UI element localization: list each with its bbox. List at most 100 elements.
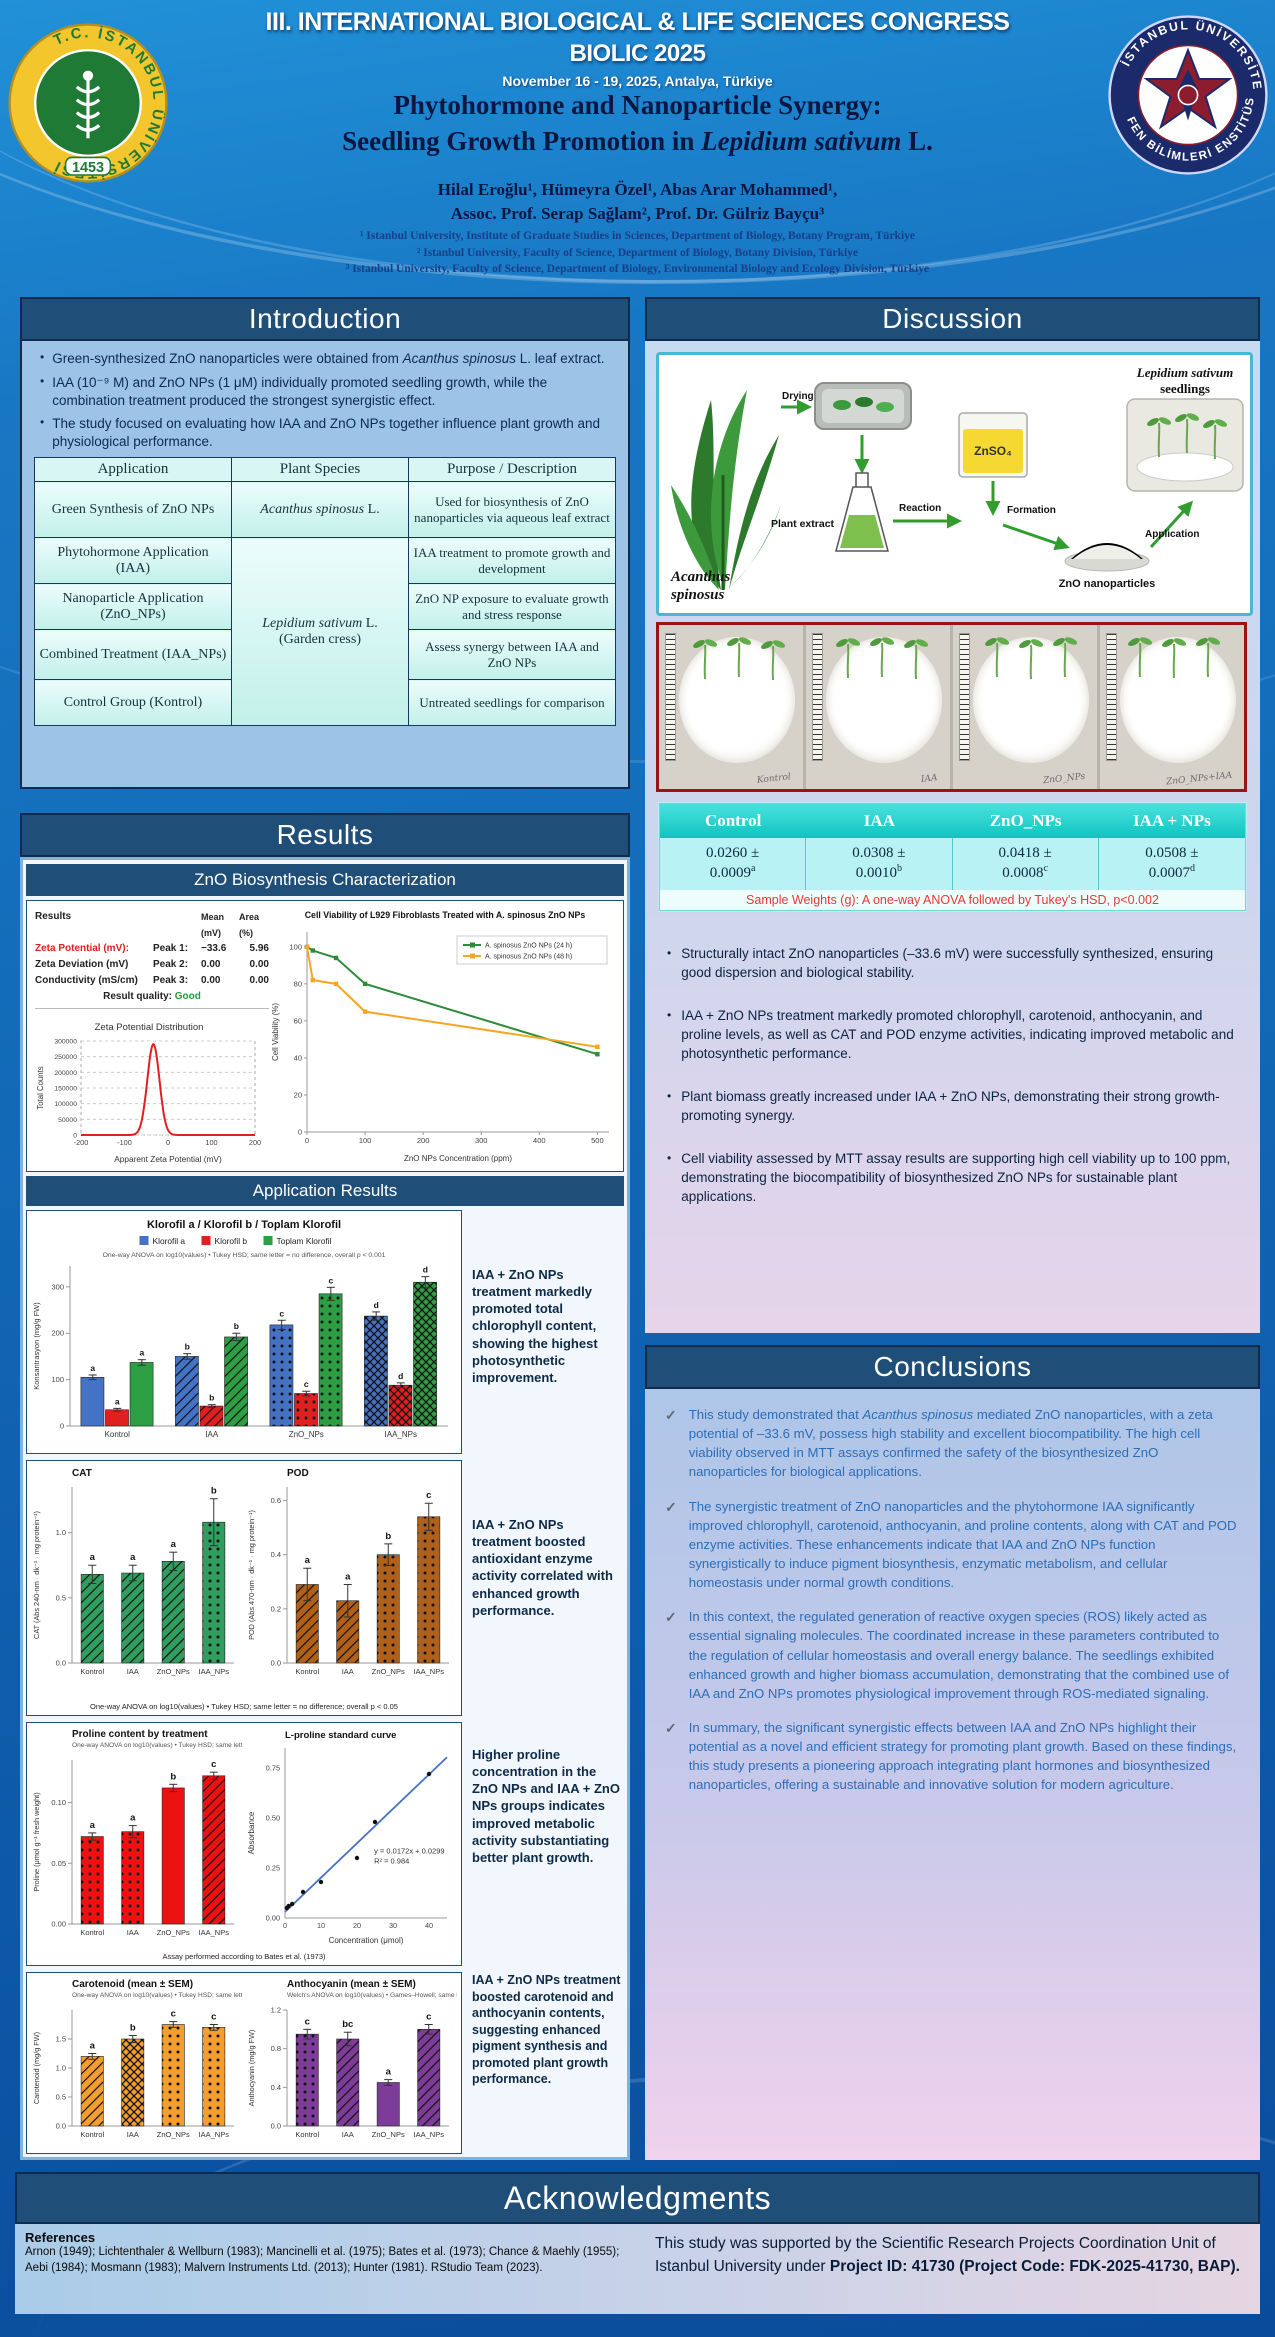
intro-bullet-3: • The study focused on evaluating how IAA…	[34, 415, 616, 451]
table-header-species: Plant Species	[231, 457, 409, 483]
svg-text:b: b	[170, 1771, 176, 1782]
svg-text:200: 200	[249, 1138, 261, 1147]
svg-text:300: 300	[51, 1282, 64, 1291]
svg-text:One-way ANOVA on log10(values): One-way ANOVA on log10(values) • Tukey H…	[103, 1252, 386, 1259]
svg-text:Anthocyanin (mean ± SEM): Anthocyanin (mean ± SEM)	[287, 1979, 416, 1990]
zno-label: ZnO nanoparticles	[1059, 578, 1156, 590]
affiliation-3: ³ Istanbul University, Faculty of Scienc…	[345, 263, 930, 275]
pod-chart: 0.0 0.2 0.4 0.6 a Kontrol a IAA b ZnO_NPs c IAA_NPs…	[245, 1465, 457, 1692]
svg-text:100: 100	[205, 1138, 217, 1147]
discussion-body: Acanthus spinosus Drying	[645, 341, 1260, 1333]
photo-label: ZnO_NPs	[1042, 771, 1086, 787]
weights-value-row: 0.0260 ±0.0009a 0.0308 ±0.0010b 0.0418 ±…	[660, 838, 1245, 890]
svg-text:40: 40	[425, 1921, 433, 1930]
svg-text:Anthocyanin (mg/g FW): Anthocyanin (mg/g FW)	[247, 2030, 256, 2107]
formation-label: Formation	[1007, 505, 1056, 516]
svg-text:Toplam Klorofil: Toplam Klorofil	[277, 1236, 332, 1246]
svg-text:0.25: 0.25	[266, 1864, 280, 1873]
svg-text:c: c	[426, 2012, 431, 2023]
svg-text:IAA_NPs: IAA_NPs	[199, 2130, 230, 2139]
photo-control: Kontrol	[659, 625, 803, 789]
svg-text:IAA_NPs: IAA_NPs	[199, 1667, 230, 1676]
table-row: Combined Treatment (IAA_NPs) Assess syne…	[34, 629, 616, 681]
svg-text:400: 400	[533, 1136, 546, 1145]
bullet-icon: •	[667, 946, 672, 960]
conclusion-item-1: ✓ This study demonstrated that Acanthus s…	[665, 1405, 1240, 1482]
intro-bullet-2: • IAA (10⁻⁹ M) and ZnO NPs (1 μM) individ…	[34, 374, 616, 410]
svg-text:0.5: 0.5	[56, 2093, 66, 2102]
svg-text:b: b	[211, 1486, 217, 1497]
introduction-title: Introduction	[248, 303, 402, 334]
svg-text:IAA: IAA	[127, 1667, 139, 1676]
svg-text:Cell Viability (%): Cell Viability (%)	[271, 1003, 280, 1061]
petri-dish	[826, 637, 942, 763]
svg-text:0: 0	[166, 1138, 170, 1147]
svg-text:Zeta Potential Distribution: Zeta Potential Distribution	[95, 1022, 204, 1033]
svg-text:300: 300	[475, 1136, 488, 1145]
table-header-application: Application	[34, 457, 232, 483]
enzyme-caption: One-way ANOVA on log10(values) • Tukey H…	[90, 1702, 398, 1711]
intro-bullet-1: • Green-synthesized ZnO nanoparticles wer…	[34, 350, 616, 368]
ruler-icon	[959, 633, 970, 761]
svg-text:Apparent Zeta Potential (mV): Apparent Zeta Potential (mV)	[114, 1154, 222, 1164]
conclusions-body: ✓ This study demonstrated that Acanthus s…	[645, 1389, 1260, 2160]
svg-text:y = 0.0172x + 0.0299: y = 0.0172x + 0.0299	[374, 1846, 444, 1855]
photo-znonps: ZnO_NPs	[953, 625, 1097, 789]
discussion-bullets: • Structurally intact ZnO nanoparticles (…	[667, 945, 1235, 1206]
institute-star-icon	[1143, 47, 1233, 130]
conclusion-item-4: ✓ In summary, the significant synergistic…	[665, 1718, 1240, 1795]
lepidium-label: Lepidium sativum	[1136, 365, 1233, 380]
conclusion-item-2: ✓ The synergistic treatment of ZnO nanopa…	[665, 1497, 1240, 1593]
svg-text:a: a	[90, 1363, 95, 1373]
svg-text:0.50: 0.50	[266, 1814, 280, 1823]
svg-text:200: 200	[51, 1329, 64, 1338]
discussion-header: Discussion	[645, 297, 1260, 341]
enzyme-chart-panel: 0.0 0.5 1.0 a Kontrol a IAA a ZnO_NPs b IAA_NPs CAT…	[26, 1460, 462, 1716]
bullet-icon: •	[40, 373, 45, 388]
svg-text:0.2: 0.2	[271, 1604, 281, 1613]
acanthus-plant-illustration	[671, 390, 781, 590]
congress-title: III. INTERNATIONAL BIOLOGICAL & LIFE SCI…	[265, 8, 1010, 36]
table-row: Nanoparticle Application (ZnO_NPs) ZnO N…	[34, 583, 616, 631]
svg-text:-200: -200	[74, 1138, 89, 1147]
svg-text:Kontrol: Kontrol	[80, 1928, 104, 1937]
photo-iaanps: ZnO_NPs+IAA	[1100, 625, 1244, 789]
svg-text:100: 100	[289, 942, 302, 951]
discussion-bullet-2: • IAA + ZnO NPs treatment markedly promot…	[667, 1007, 1235, 1063]
svg-text:200000: 200000	[54, 1070, 77, 1077]
seal-emblem-icon	[75, 70, 101, 139]
svg-text:100000: 100000	[54, 1101, 77, 1108]
istanbul-university-seal-logo: T.C. İSTANBUL ÜNİVERSİTESİ 1453	[8, 23, 168, 183]
chlorophyll-note: IAA + ZnO NPs treatment markedly promote…	[472, 1267, 598, 1385]
sample-weights-table: Control IAA ZnO_NPs IAA + NPs 0.0260 ±0.000…	[659, 803, 1246, 911]
svg-text:R² = 0.984: R² = 0.984	[374, 1856, 409, 1865]
authors-line2: Assoc. Prof. Serap Sağlam², Prof. Dr. Gü…	[450, 204, 825, 223]
proline-caption: Assay performed according to Bates et al…	[162, 1952, 326, 1961]
svg-text:b: b	[209, 1393, 214, 1403]
photo-label: ZnO_NPs+IAA	[1165, 770, 1233, 788]
svg-text:0.6: 0.6	[271, 1496, 281, 1505]
svg-text:1.0: 1.0	[56, 2064, 66, 2073]
svg-text:100: 100	[359, 1136, 372, 1145]
table-row: Control Group (Kontrol) Untreated seedli…	[34, 679, 616, 727]
svg-text:20: 20	[294, 1090, 302, 1099]
discussion-bullet-4: • Cell viability assessed by MTT assay re…	[667, 1150, 1235, 1206]
svg-text:0.0: 0.0	[271, 2122, 281, 2131]
svg-text:80: 80	[294, 979, 302, 988]
discussion-bullet-1: • Structurally intact ZnO nanoparticles (…	[667, 945, 1235, 982]
svg-text:100: 100	[51, 1375, 64, 1384]
svg-text:1.0: 1.0	[56, 1528, 66, 1537]
svg-text:IAA: IAA	[205, 1430, 219, 1439]
svg-text:0.0: 0.0	[56, 2122, 66, 2131]
proline-block: 0.00 0.05 0.10 a Kontrol a IAA b ZnO_NPs c IAA_NPs…	[26, 1722, 626, 1966]
svg-text:Cell Viability of L929 Fibrobl: Cell Viability of L929 Fibroblasts Treat…	[305, 910, 586, 920]
cat-chart: 0.0 0.5 1.0 a Kontrol a IAA a ZnO_NPs b IAA_NPs CAT…	[30, 1465, 242, 1692]
svg-text:c: c	[305, 2016, 310, 2027]
svg-text:c: c	[211, 1759, 216, 1770]
characterization-subheader: ZnO Biosynthesis Characterization	[26, 864, 624, 896]
svg-text:CAT (Abs 240-nm · dk⁻¹ · mg pr: CAT (Abs 240-nm · dk⁻¹ · mg protein⁻¹)	[32, 1511, 41, 1639]
svg-text:IAA_NPs: IAA_NPs	[385, 1430, 417, 1439]
svg-text:500: 500	[591, 1136, 604, 1145]
svg-text:250000: 250000	[54, 1054, 77, 1061]
svg-text:L-proline standard curve: L-proline standard curve	[285, 1730, 396, 1741]
